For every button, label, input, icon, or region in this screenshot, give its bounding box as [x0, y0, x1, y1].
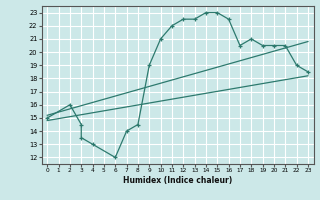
X-axis label: Humidex (Indice chaleur): Humidex (Indice chaleur)	[123, 176, 232, 185]
